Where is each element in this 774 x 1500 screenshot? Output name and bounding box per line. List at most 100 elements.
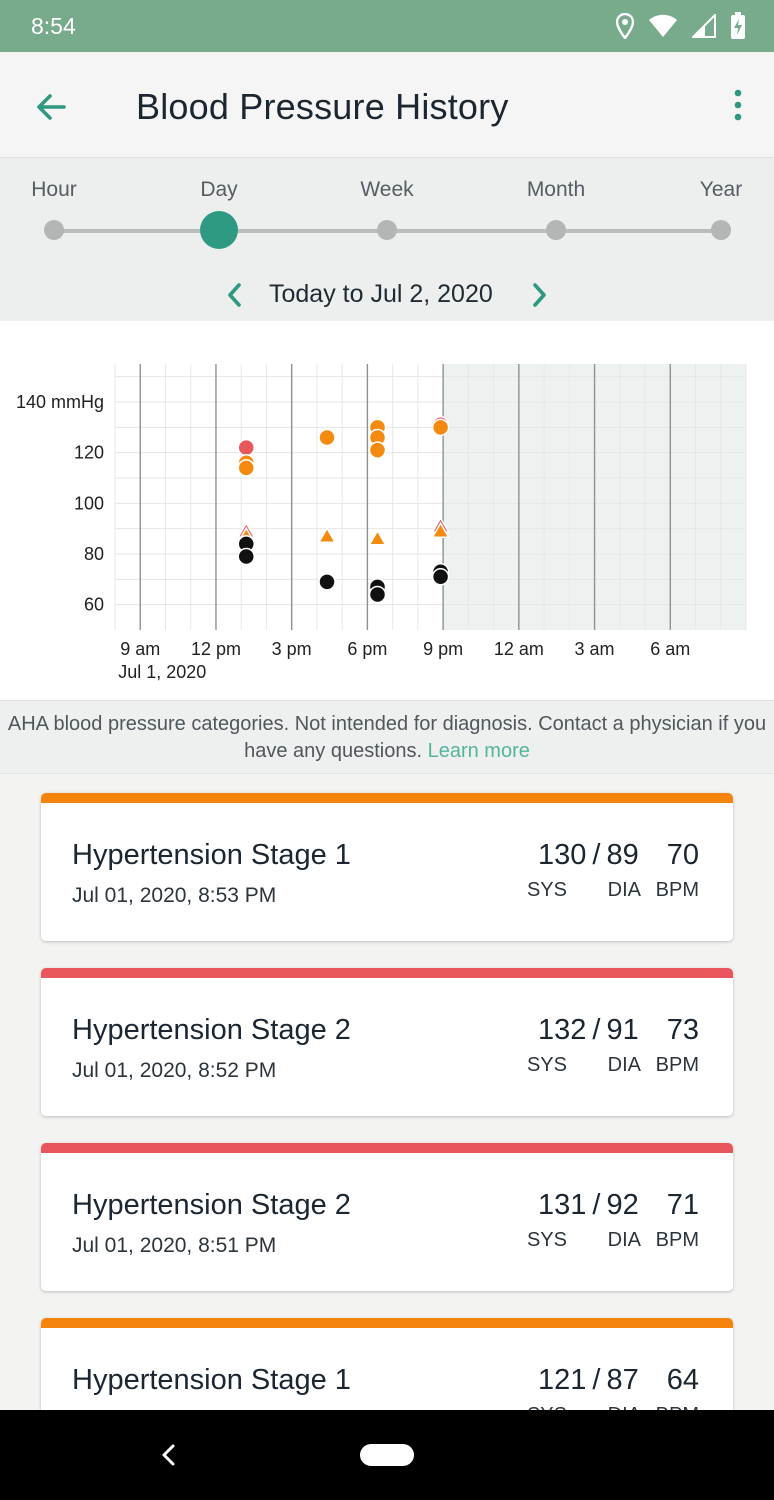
value-separator: / bbox=[592, 839, 601, 871]
reading-values: 132/91 73 bbox=[538, 1014, 699, 1047]
dia-value: 89 bbox=[606, 839, 639, 871]
range-label-week[interactable]: Week bbox=[360, 178, 414, 201]
dia-unit: DIA bbox=[607, 1054, 641, 1076]
pulse-point bbox=[237, 547, 255, 566]
reading-date: Jul 01, 2020, 8:51 PM bbox=[72, 1234, 277, 1257]
x-tick-label: 3 am bbox=[575, 639, 615, 659]
diastolic-point bbox=[317, 526, 337, 544]
systolic-point bbox=[237, 438, 255, 457]
bpm-value: 71 bbox=[666, 1189, 699, 1221]
reading-category: Hypertension Stage 2 bbox=[72, 1189, 351, 1221]
sys-unit: SYS bbox=[526, 1054, 567, 1076]
reading-card[interactable]: Hypertension Stage 1 Jul 01, 2020, 8:53 … bbox=[41, 793, 733, 941]
category-color-bar bbox=[41, 1318, 733, 1328]
sys-value: 131 bbox=[538, 1189, 587, 1221]
y-tick-label: 100 bbox=[74, 493, 104, 513]
bp-scatter-chart[interactable]: 9 am 12 pm 3 pm 6 pm 9 pm 12 am 3 am 6 am Jul 1,… bbox=[0, 321, 774, 700]
range-stop-hour[interactable] bbox=[44, 220, 64, 240]
range-stop-month[interactable] bbox=[546, 220, 566, 240]
systolic-point bbox=[431, 418, 450, 437]
wifi-icon bbox=[649, 14, 677, 37]
range-stop-week[interactable] bbox=[377, 220, 397, 240]
sys-value: 132 bbox=[538, 1014, 587, 1046]
pulse-point bbox=[318, 573, 336, 591]
bp-chart-panel: 9 am 12 pm 3 pm 6 pm 9 pm 12 am 3 am 6 am Jul 1,… bbox=[0, 321, 774, 700]
reading-card[interactable]: Hypertension Stage 1 121/87 64 SYS DIA BPM bbox=[41, 1318, 733, 1410]
y-tick-label: 80 bbox=[84, 544, 104, 564]
x-tick-label: 6 am bbox=[650, 639, 690, 659]
x-tick-label: 9 pm bbox=[423, 639, 463, 659]
category-color-bar bbox=[41, 793, 733, 803]
bpm-unit: BPM bbox=[655, 1229, 699, 1251]
sys-value: 121 bbox=[538, 1364, 587, 1396]
systolic-point bbox=[368, 441, 387, 459]
diastolic-point bbox=[368, 529, 387, 546]
app-bar: Blood Pressure History bbox=[0, 52, 774, 158]
x-tick-label: 12 pm bbox=[191, 639, 241, 659]
nav-back-button[interactable] bbox=[158, 1442, 180, 1468]
sys-unit: SYS bbox=[526, 1229, 567, 1251]
next-date-button[interactable] bbox=[526, 280, 552, 310]
y-tick-label: 60 bbox=[84, 595, 104, 615]
systolic-point bbox=[237, 459, 255, 477]
location-icon bbox=[616, 13, 634, 39]
dia-unit: DIA bbox=[608, 1404, 641, 1410]
reading-category: Hypertension Stage 2 bbox=[72, 1014, 351, 1046]
pulse-point bbox=[368, 585, 387, 604]
status-icons bbox=[616, 12, 746, 40]
value-separator: / bbox=[592, 1364, 601, 1396]
range-label-day[interactable]: Day bbox=[200, 178, 238, 201]
system-nav-bar bbox=[0, 1410, 774, 1500]
bpm-unit: BPM bbox=[655, 1054, 699, 1076]
range-slider-thumb[interactable] bbox=[200, 211, 238, 249]
value-separator: / bbox=[592, 1189, 601, 1221]
reading-card[interactable]: Hypertension Stage 2 Jul 01, 2020, 8:52 … bbox=[41, 968, 733, 1116]
status-time: 8:54 bbox=[31, 13, 76, 39]
dia-value: 92 bbox=[606, 1189, 639, 1221]
dia-unit: DIA bbox=[607, 879, 641, 901]
reading-category: Hypertension Stage 1 bbox=[72, 1364, 351, 1396]
x-tick-label: 3 pm bbox=[272, 639, 312, 659]
systolic-point bbox=[318, 428, 336, 447]
category-color-bar bbox=[41, 1143, 733, 1153]
reading-category: Hypertension Stage 1 bbox=[72, 839, 351, 871]
nav-home-button[interactable] bbox=[360, 1444, 414, 1466]
back-button[interactable] bbox=[30, 85, 74, 129]
page-title: Blood Pressure History bbox=[136, 86, 509, 127]
date-navigator: Today to Jul 2, 2020 bbox=[0, 276, 774, 316]
x-tick-label: 12 am bbox=[494, 639, 544, 659]
nav-back-icon bbox=[162, 1444, 175, 1466]
reading-date: Jul 01, 2020, 8:52 PM bbox=[72, 1059, 277, 1082]
aha-disclaimer: AHA blood pressure categories. Not inten… bbox=[0, 700, 774, 774]
reading-card[interactable]: Hypertension Stage 2 Jul 01, 2020, 8:51 … bbox=[41, 1143, 733, 1291]
dia-value: 91 bbox=[606, 1014, 639, 1046]
readings-list[interactable]: Hypertension Stage 1 Jul 01, 2020, 8:53 … bbox=[0, 774, 774, 1410]
range-label-month[interactable]: Month bbox=[526, 178, 586, 201]
reading-values: 121/87 64 bbox=[538, 1364, 699, 1397]
reading-values: 130/89 70 bbox=[538, 839, 699, 872]
x-axis-date-label: Jul 1, 2020 bbox=[118, 662, 206, 682]
battery-charging-icon bbox=[731, 12, 745, 39]
sys-value: 130 bbox=[538, 839, 587, 871]
more-vert-icon bbox=[734, 89, 742, 121]
bpm-value: 64 bbox=[666, 1364, 699, 1396]
bpm-value: 73 bbox=[666, 1014, 699, 1046]
dia-unit: DIA bbox=[607, 1229, 641, 1251]
range-label-hour[interactable]: Hour bbox=[31, 178, 77, 201]
value-separator: / bbox=[592, 1014, 601, 1046]
dia-value: 87 bbox=[606, 1364, 639, 1396]
previous-date-button[interactable] bbox=[222, 280, 248, 310]
disclaimer-text: AHA blood pressure categories. Not inten… bbox=[7, 713, 767, 762]
sys-unit: SYS bbox=[527, 1404, 567, 1410]
range-stop-year[interactable] bbox=[711, 220, 731, 240]
learn-more-link[interactable]: Learn more bbox=[427, 740, 530, 762]
range-label-year[interactable]: Year bbox=[699, 178, 743, 201]
diastolic-point bbox=[431, 521, 450, 538]
pulse-point bbox=[431, 568, 450, 586]
arrow-back-icon bbox=[37, 94, 66, 120]
x-tick-label: 6 pm bbox=[347, 639, 387, 659]
signal-icon bbox=[692, 14, 716, 38]
sys-unit: SYS bbox=[526, 879, 567, 901]
category-color-bar bbox=[41, 968, 733, 978]
more-options-button[interactable] bbox=[728, 85, 748, 125]
